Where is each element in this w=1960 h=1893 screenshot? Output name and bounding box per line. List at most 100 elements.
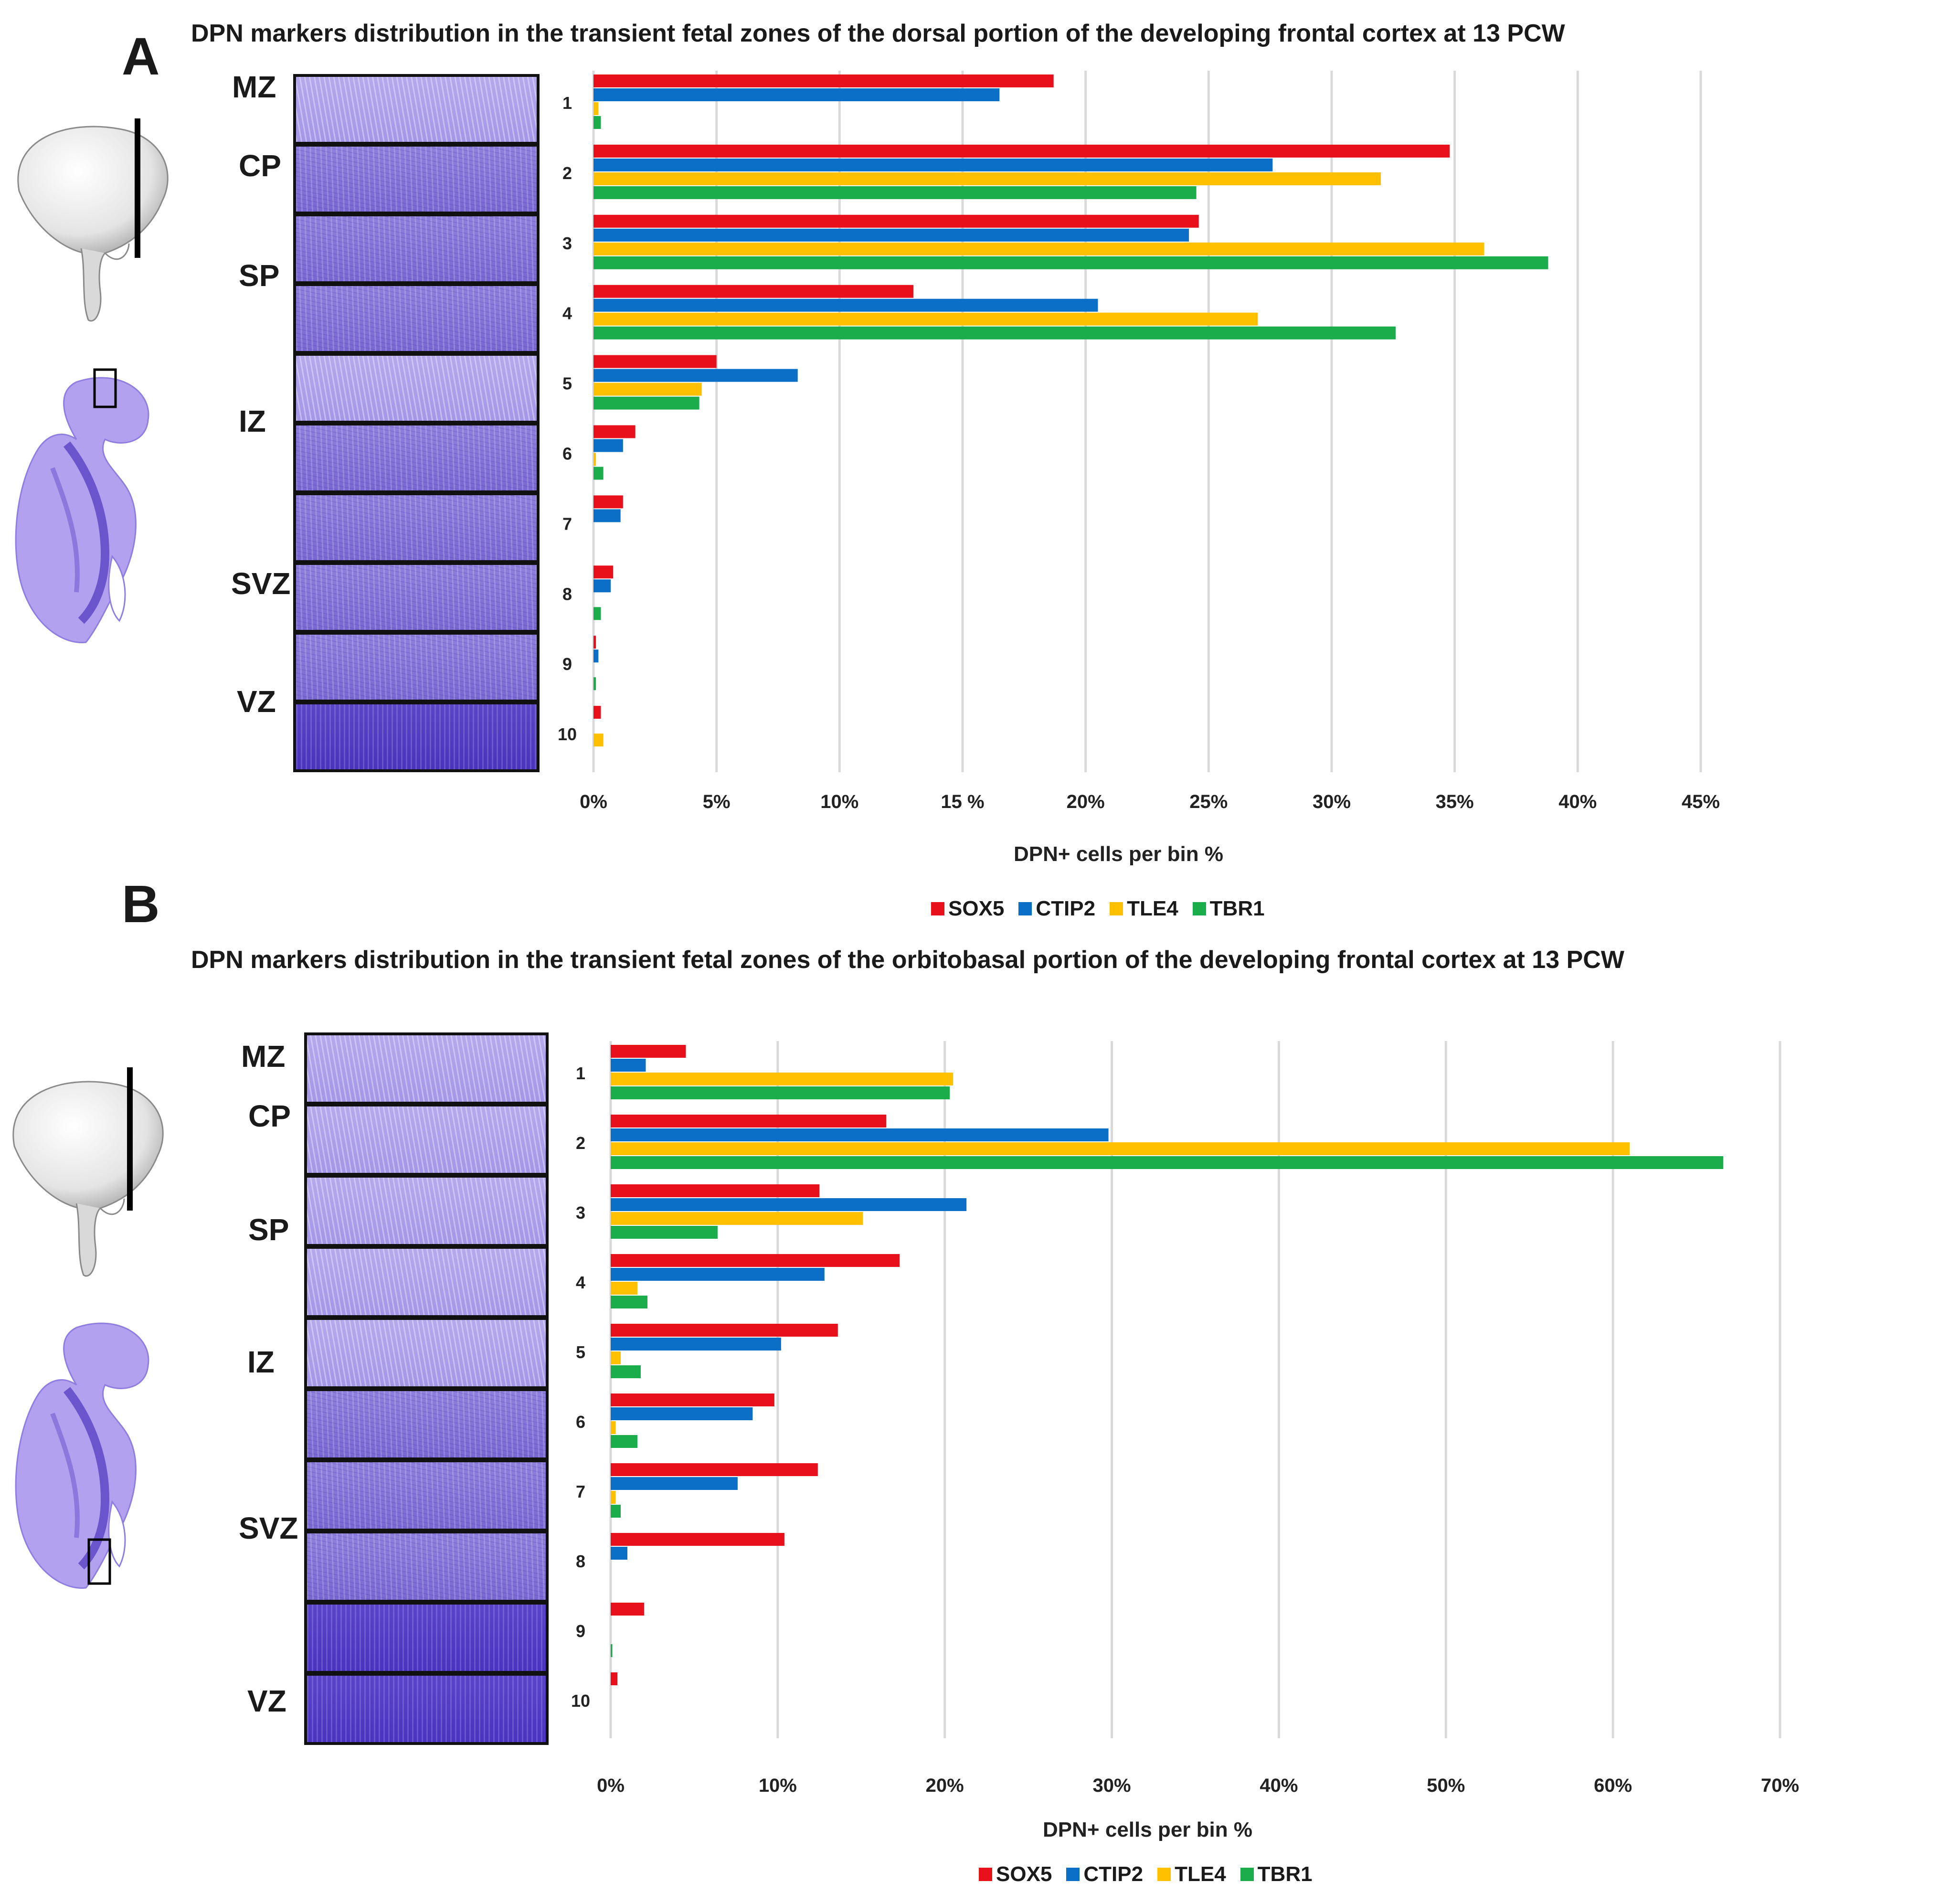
legend-label-tbr1: TBR1 xyxy=(1257,1862,1313,1886)
bar-tbr1-bin-8 xyxy=(593,607,601,620)
bar-sox5-bin-1 xyxy=(611,1045,686,1058)
zone-label-sp: SP xyxy=(248,1212,289,1247)
x-tick-label: 0% xyxy=(597,1775,625,1796)
category-label: 8 xyxy=(562,584,572,604)
x-tick-label: 40% xyxy=(1260,1775,1298,1796)
histology-bin-9 xyxy=(304,1602,549,1674)
category-label: 9 xyxy=(562,654,572,674)
bar-sox5-bin-6 xyxy=(611,1393,774,1406)
histology-bin-8 xyxy=(293,562,540,633)
bar-sox5-bin-10 xyxy=(593,706,601,719)
legend-swatch-tle4 xyxy=(1110,902,1123,915)
bar-tle4-bin-7 xyxy=(611,1491,616,1504)
zone-label-mz: MZ xyxy=(241,1039,286,1074)
bar-sox5-bin-7 xyxy=(611,1463,818,1476)
bar-tbr1-bin-2 xyxy=(611,1156,1724,1169)
bar-tle4-bin-6 xyxy=(611,1421,616,1434)
bar-ctip2-bin-5 xyxy=(593,369,798,382)
histology-bin-5 xyxy=(293,353,540,424)
legend-a: SOX5 CTIP2 TLE4 TBR1 xyxy=(931,897,1265,921)
chart-title-b: DPN markers distribution in the transien… xyxy=(191,946,1624,974)
zone-label-mz: MZ xyxy=(232,70,276,104)
bar-ctip2-bin-3 xyxy=(593,228,1189,242)
x-tick-label: 60% xyxy=(1594,1775,1632,1796)
bar-tle4-bin-3 xyxy=(593,242,1484,255)
zone-label-cp: CP xyxy=(239,149,281,183)
zone-label-sp: SP xyxy=(239,258,280,293)
legend-item-tle4: TLE4 xyxy=(1157,1862,1226,1886)
panel-letter-b: B xyxy=(122,875,160,934)
brain-section-icon xyxy=(15,1322,149,1589)
bar-ctip2-bin-7 xyxy=(611,1477,738,1490)
x-tick-label: 50% xyxy=(1427,1775,1465,1796)
category-label: 5 xyxy=(562,374,572,393)
bar-ctip2-bin-6 xyxy=(611,1407,753,1420)
category-label: 3 xyxy=(576,1203,585,1223)
legend-item-ctip2: CTIP2 xyxy=(1018,897,1095,921)
bar-tbr1-bin-6 xyxy=(611,1435,637,1448)
x-tick-label: 15 % xyxy=(941,791,984,812)
histology-bin-6 xyxy=(304,1388,549,1460)
bar-sox5-bin-2 xyxy=(611,1115,887,1127)
legend-swatch-ctip2 xyxy=(1018,902,1032,915)
category-label: 10 xyxy=(571,1691,590,1711)
histology-bin-10 xyxy=(293,702,540,772)
category-label: 9 xyxy=(576,1621,585,1641)
category-label: 1 xyxy=(576,1063,585,1083)
bar-sox5-bin-9 xyxy=(611,1603,644,1616)
zone-label-vz: VZ xyxy=(247,1684,286,1718)
category-label: 2 xyxy=(562,163,572,183)
bar-tle4-bin-5 xyxy=(611,1351,621,1364)
histology-bin-9 xyxy=(293,632,540,702)
legend-item-tle4: TLE4 xyxy=(1110,897,1178,921)
histology-bin-7 xyxy=(293,492,540,563)
x-axis-title: DPN+ cells per bin % xyxy=(1014,842,1223,866)
bar-tle4-bin-10 xyxy=(593,734,604,747)
bar-ctip2-bin-8 xyxy=(611,1547,627,1560)
legend-label-sox5: SOX5 xyxy=(996,1862,1052,1886)
bar-ctip2-bin-8 xyxy=(593,579,611,593)
legend-swatch-tbr1 xyxy=(1240,1868,1254,1881)
brain-3d-icon xyxy=(12,1067,164,1277)
bar-chart-a: 0% 5% 10% 15 % 20% 25% 30% 35% 40% 45% DPN+ cells … xyxy=(558,71,1720,866)
x-tick-label: 5% xyxy=(703,791,731,812)
bar-ctip2-bin-3 xyxy=(611,1198,967,1211)
category-label: 7 xyxy=(576,1482,585,1501)
panel-letter-a: A xyxy=(122,27,160,86)
histology-bin-7 xyxy=(304,1459,549,1531)
bar-tbr1-bin-1 xyxy=(593,116,601,129)
category-label: 6 xyxy=(562,444,572,464)
zone-label-iz: IZ xyxy=(247,1345,275,1379)
x-tick-label: 35% xyxy=(1436,791,1474,812)
bar-tbr1-bin-2 xyxy=(593,186,1197,199)
histology-bin-3 xyxy=(304,1175,549,1247)
histology-bin-5 xyxy=(304,1317,549,1389)
bar-ctip2-bin-2 xyxy=(611,1128,1109,1141)
histology-bin-2 xyxy=(293,144,540,214)
bar-tbr1-bin-7 xyxy=(611,1505,621,1518)
bar-tbr1-bin-4 xyxy=(611,1296,647,1308)
bar-tle4-bin-1 xyxy=(611,1073,954,1085)
bar-sox5-bin-1 xyxy=(593,74,1054,87)
bar-tbr1-bin-9 xyxy=(593,677,596,691)
x-axis-title: DPN+ cells per bin % xyxy=(1043,1818,1252,1841)
bar-ctip2-bin-7 xyxy=(593,509,621,522)
x-tick-label: 25% xyxy=(1189,791,1228,812)
zone-label-cp: CP xyxy=(248,1099,291,1133)
category-label: 10 xyxy=(558,724,577,744)
bar-ctip2-bin-6 xyxy=(593,439,623,452)
bar-sox5-bin-10 xyxy=(611,1672,617,1685)
x-tick-label: 30% xyxy=(1313,791,1351,812)
chart-title-a: DPN markers distribution in the transien… xyxy=(191,20,1565,47)
histology-bin-4 xyxy=(293,283,540,354)
bar-sox5-bin-3 xyxy=(611,1184,820,1197)
bar-sox5-bin-5 xyxy=(593,355,717,368)
x-tick-label: 20% xyxy=(1067,791,1105,812)
x-tick-label: 40% xyxy=(1558,791,1597,812)
bar-ctip2-bin-9 xyxy=(593,649,599,663)
zone-label-iz: IZ xyxy=(239,404,266,438)
histology-bin-10 xyxy=(304,1673,549,1745)
legend-swatch-sox5 xyxy=(931,902,944,915)
bar-tle4-bin-2 xyxy=(611,1142,1630,1155)
bar-ctip2-bin-2 xyxy=(593,158,1273,171)
